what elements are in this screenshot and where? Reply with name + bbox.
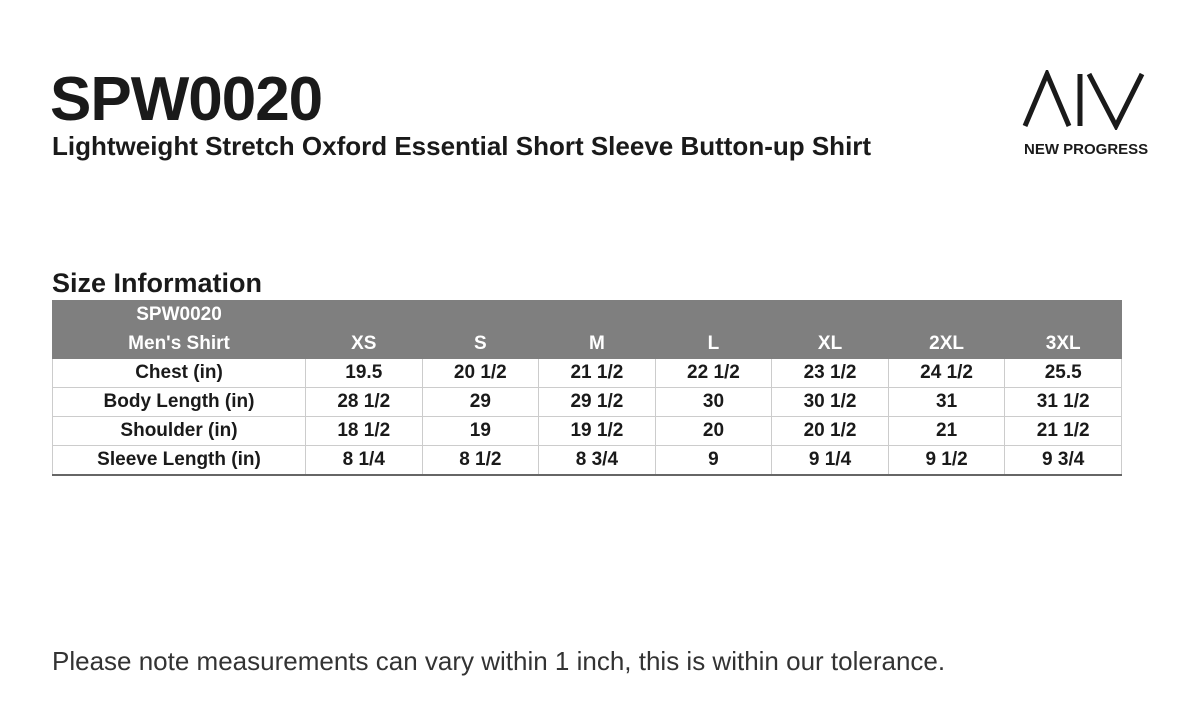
table-cell: 31 1/2 — [1004, 387, 1122, 417]
header-row: Men's Shirt XS S M L XL 2XL 3XL — [52, 329, 1122, 359]
header-cell-empty — [654, 300, 773, 330]
table-cell: 9 — [654, 445, 773, 476]
header-cell: S — [421, 329, 540, 359]
table-cell: 23 1/2 — [771, 358, 889, 388]
section-title: Size Information — [52, 268, 263, 298]
table-cell: 22 1/2 — [654, 358, 773, 388]
header-cell: L — [654, 329, 773, 359]
table-cell: 30 — [654, 387, 773, 417]
table-cell: 9 3/4 — [1004, 445, 1122, 476]
table-cell: 8 3/4 — [538, 445, 656, 476]
table-cell: 30 1/2 — [771, 387, 889, 417]
footnote: Please note measurements can vary within… — [52, 646, 946, 676]
header-cell: SPW0020 — [52, 300, 306, 330]
header-cell: 3XL — [1004, 329, 1122, 359]
table-cell: 20 1/2 — [771, 416, 889, 446]
table-cell: 21 1/2 — [1004, 416, 1122, 446]
table-cell: 19 — [421, 416, 540, 446]
table-cell: 21 1/2 — [538, 358, 656, 388]
table-row: Chest (in) 19.5 20 1/2 21 1/2 22 1/2 23 1/2 24… — [52, 358, 1122, 388]
table-cell: 25.5 — [1004, 358, 1122, 388]
row-label: Body Length (in) — [52, 387, 306, 417]
header-cell: Men's Shirt — [52, 329, 306, 359]
table-cell: 18 1/2 — [305, 416, 423, 446]
table-cell: 8 1/4 — [305, 445, 423, 476]
table-row: Body Length (in) 28 1/2 29 29 1/2 30 30 1/2 31… — [52, 387, 1122, 417]
table-cell: 31 — [887, 387, 1006, 417]
header-cell-empty — [421, 300, 540, 330]
header-cell-empty — [1004, 300, 1122, 330]
table-row: Sleeve Length (in) 8 1/4 8 1/2 8 3/4 9 9 1/4 9… — [52, 445, 1122, 476]
table-cell: 19 1/2 — [538, 416, 656, 446]
header-cell: M — [538, 329, 656, 359]
brand-name: NEW PROGRESS — [1024, 141, 1149, 158]
header-cell-empty — [305, 300, 423, 330]
row-label: Chest (in) — [52, 358, 306, 388]
table-cell: 20 — [654, 416, 773, 446]
table-cell: 29 1/2 — [538, 387, 656, 417]
table-cell: 29 — [421, 387, 540, 417]
header-cell-empty — [538, 300, 656, 330]
table-cell: 9 1/2 — [887, 445, 1006, 476]
header-cell-empty — [887, 300, 1006, 330]
product-code: SPW0020 — [50, 65, 323, 134]
table-cell: 24 1/2 — [887, 358, 1006, 388]
size-table: SPW0020 Men's Shirt XS S M L XL 2XL 3XL Chest (i… — [52, 300, 1122, 476]
table-cell: 8 1/2 — [421, 445, 540, 476]
product-name: Lightweight Stretch Oxford Essential Sho… — [52, 131, 872, 161]
table-cell: 20 1/2 — [421, 358, 540, 388]
header-cell: XL — [771, 329, 889, 359]
row-label: Sleeve Length (in) — [52, 445, 306, 476]
header-row: SPW0020 — [52, 300, 1122, 330]
header-cell-empty — [771, 300, 889, 330]
table-row: Shoulder (in) 18 1/2 19 19 1/2 20 20 1/2 21 21 … — [52, 416, 1122, 446]
brand-logo — [1022, 70, 1145, 130]
header-cell: 2XL — [887, 329, 1006, 359]
table-cell: 9 1/4 — [771, 445, 889, 476]
table-cell: 21 — [887, 416, 1006, 446]
row-label: Shoulder (in) — [52, 416, 306, 446]
table-cell: 28 1/2 — [305, 387, 423, 417]
header-cell: XS — [305, 329, 423, 359]
table-cell: 19.5 — [305, 358, 423, 388]
